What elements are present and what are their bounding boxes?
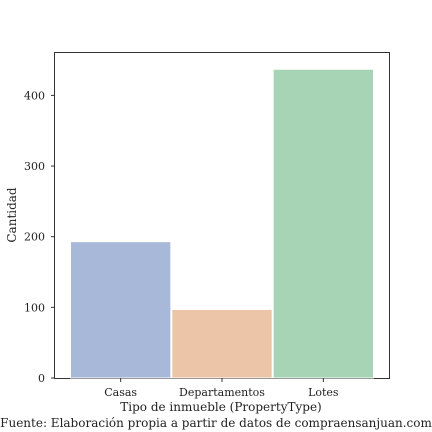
x-tick-label: Casas [104,386,137,399]
x-axis-ticks: Casas Departamentos Lotes [104,378,339,399]
x-axis-label: Tipo de inmueble (PropertyType) [120,400,321,414]
bar-group [70,68,374,379]
bar-casas [70,241,172,379]
y-tick-label: 400 [24,89,45,102]
source-note: Fuente: Elaboración propia a partir de d… [0,416,432,430]
bar-lotes [272,68,374,379]
bar-departamentos [171,308,273,379]
y-tick-label: 0 [38,372,45,385]
x-tick-label: Lotes [308,386,339,399]
y-tick-label: 300 [24,160,45,173]
y-tick-label: 100 [24,301,45,314]
x-tick-label: Departamentos [179,386,265,399]
y-axis-label: Cantidad [5,187,19,243]
y-axis-ticks: 0 100 200 300 400 [24,89,55,385]
y-tick-label: 200 [24,231,45,244]
